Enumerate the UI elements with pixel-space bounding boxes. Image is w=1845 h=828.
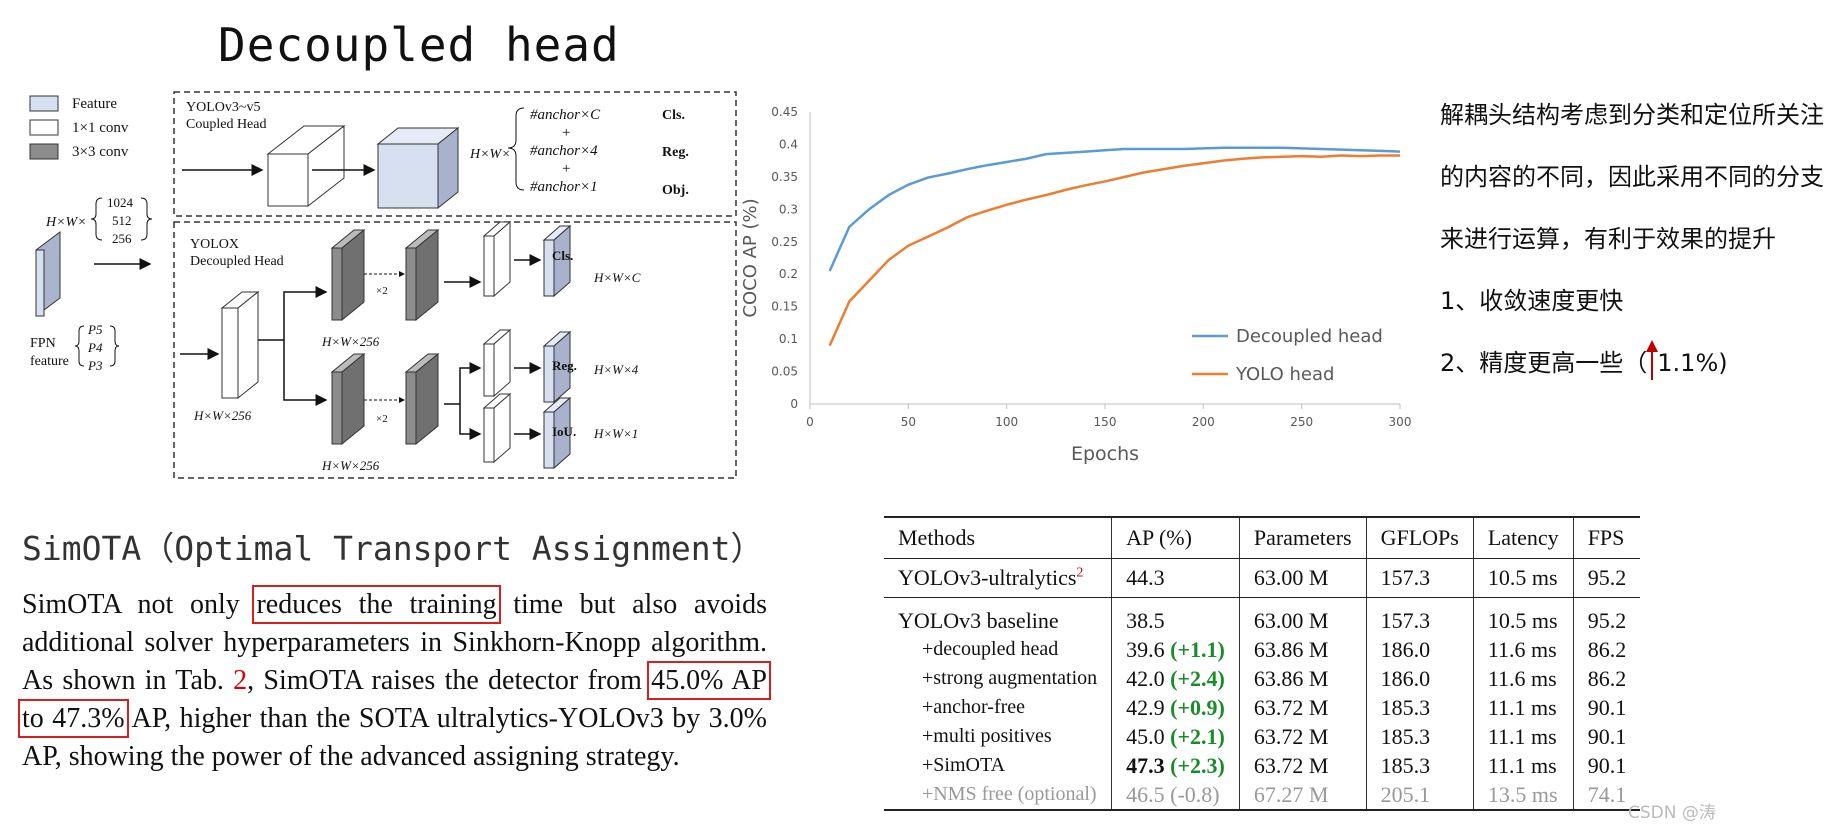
architecture-diagram: Feature 1×1 conv 3×3 conv YOLOv3~v5 Coup…	[29, 91, 737, 479]
x-tick-label: 200	[1192, 415, 1215, 429]
svg-text:1024: 1024	[107, 195, 134, 210]
x-tick-label: 50	[901, 415, 916, 429]
notes-item-2: 2、精度更高一些（ 1.1%)	[1440, 332, 1830, 394]
y-tick-label: 0.25	[771, 235, 798, 249]
legend-1x1: 1×1 conv	[72, 120, 129, 136]
y-tick-label: 0.15	[771, 300, 798, 314]
svg-text:#anchor×C: #anchor×C	[530, 107, 601, 123]
coupled-title-2: Coupled Head	[186, 117, 266, 132]
table-row: YOLOv3-ultralytics2 44.3 63.00 M 157.3 1…	[884, 558, 1641, 598]
svg-text:512: 512	[112, 213, 132, 228]
svg-text:Cls.: Cls.	[552, 248, 573, 263]
svg-text:P5: P5	[87, 322, 103, 337]
x-axis-label: Epochs	[1071, 443, 1139, 465]
svg-text:×2: ×2	[376, 285, 388, 297]
ap-vs-epochs-chart: 0 0.05 0.1 0.15 0.2 0.25 0.3 0.35 0.4 0.45 0 50 100 1…	[740, 105, 1412, 465]
decoupled-title-1: YOLOX	[190, 237, 239, 252]
notes-block: 解耦头结构考虑到分类和定位所关注的内容的不同，因此采用不同的分支来进行运算，有利…	[1440, 84, 1830, 394]
svg-text:H×W×256: H×W×256	[193, 408, 252, 423]
simota-title: SimOTA（Optimal Transport Assignment）	[22, 529, 764, 568]
legend-feature: Feature	[72, 96, 117, 112]
x-tick-label: 250	[1290, 415, 1313, 429]
y-tick-label: 0.45	[771, 105, 798, 119]
legend-3x3-swatch	[29, 143, 59, 160]
svg-text:IoU.: IoU.	[552, 424, 576, 439]
decoupled-title-2: Decoupled Head	[190, 254, 284, 269]
decoupled-head-frame	[173, 221, 737, 479]
svg-text:Reg.: Reg.	[552, 358, 577, 373]
page-title: Decoupled head	[218, 18, 620, 72]
y-tick-label: 0.2	[779, 267, 798, 281]
svg-text:#anchor×1: #anchor×1	[530, 179, 598, 195]
up-arrow-icon	[1646, 340, 1659, 380]
x-tick-label: 300	[1389, 415, 1412, 429]
table-row: +SimOTA 47.3 (+2.3) 63.72 M 185.3 11.1 m…	[884, 751, 1641, 780]
highlight-ap-gain: 45.0% AP to 47.3%	[18, 661, 771, 738]
series-line-decoupled-head	[828, 146, 1401, 272]
svg-text:P4: P4	[87, 340, 103, 355]
svg-text:H×W×4: H×W×4	[593, 362, 639, 377]
y-tick-label: 0.35	[771, 170, 798, 184]
svg-text:Obj.: Obj.	[662, 183, 689, 198]
svg-text:H×W×256: H×W×256	[321, 458, 380, 473]
simota-paragraph: SimOTA not only reduces the training tim…	[18, 585, 771, 772]
svg-text:Cls.: Cls.	[662, 108, 685, 123]
svg-text:×2: ×2	[376, 413, 388, 425]
series-line-yolo-head	[828, 154, 1400, 347]
svg-text:H×W×1: H×W×1	[593, 426, 638, 441]
y-tick-label: 0	[790, 397, 798, 411]
legend-3x3: 3×3 conv	[72, 144, 129, 160]
svg-text:+: +	[562, 125, 570, 141]
notes-summary: 解耦头结构考虑到分类和定位所关注的内容的不同，因此采用不同的分支来进行运算，有利…	[1440, 101, 1824, 253]
table-row: +NMS free (optional) 46.5 (-0.8) 67.27 M…	[884, 780, 1641, 811]
highlight-reduces-training: reduces the training	[252, 585, 501, 624]
coupled-hw: H×W×	[469, 147, 511, 162]
table-ref: 2	[233, 665, 248, 696]
svg-text:H×W×256: H×W×256	[321, 334, 380, 349]
svg-text:P3: P3	[87, 358, 103, 373]
y-axis-label: COCO AP (%)	[740, 198, 761, 317]
ablation-table: Methods AP (%) Parameters GFLOPs Latency…	[884, 516, 1641, 811]
table-row: +decoupled head 39.6 (+1.1) 63.86 M 186.…	[884, 635, 1641, 664]
notes-item-1: 1、收敛速度更快	[1440, 287, 1624, 315]
table-row: +strong augmentation 42.0 (+2.4) 63.86 M…	[884, 664, 1641, 693]
svg-text:+: +	[562, 161, 570, 177]
svg-text:H×W×C: H×W×C	[593, 270, 641, 285]
x-tick-label: 0	[806, 415, 814, 429]
svg-text:256: 256	[112, 231, 132, 246]
legend-feature-swatch	[29, 95, 59, 112]
svg-text:Reg.: Reg.	[662, 145, 689, 160]
legend-label: Decoupled head	[1236, 326, 1383, 347]
y-tick-label: 0.4	[779, 137, 798, 151]
table-header-row: Methods AP (%) Parameters GFLOPs Latency…	[884, 516, 1641, 559]
y-tick-label: 0.05	[771, 365, 798, 379]
table-row: +anchor-free 42.9 (+0.9) 63.72 M 185.3 1…	[884, 693, 1641, 722]
watermark: CSDN @涛	[1628, 803, 1716, 823]
x-tick-label: 150	[1094, 415, 1117, 429]
table-row: +multi positives 45.0 (+2.1) 63.72 M 185…	[884, 722, 1641, 751]
svg-text:FPN: FPN	[30, 336, 56, 351]
svg-text:feature: feature	[30, 354, 69, 369]
coupled-title-1: YOLOv3~v5	[186, 100, 260, 115]
coupled-head-frame	[173, 91, 737, 217]
y-tick-label: 0.3	[779, 202, 798, 216]
table-row: YOLOv3 baseline 38.5 63.00 M 157.3 10.5 …	[884, 597, 1641, 635]
legend-label: YOLO head	[1235, 364, 1334, 385]
x-tick-label: 100	[995, 415, 1018, 429]
input-dim: H×W×	[45, 215, 87, 230]
legend-1x1-swatch	[29, 119, 59, 136]
svg-text:#anchor×4: #anchor×4	[530, 143, 598, 159]
y-tick-label: 0.1	[779, 332, 798, 346]
